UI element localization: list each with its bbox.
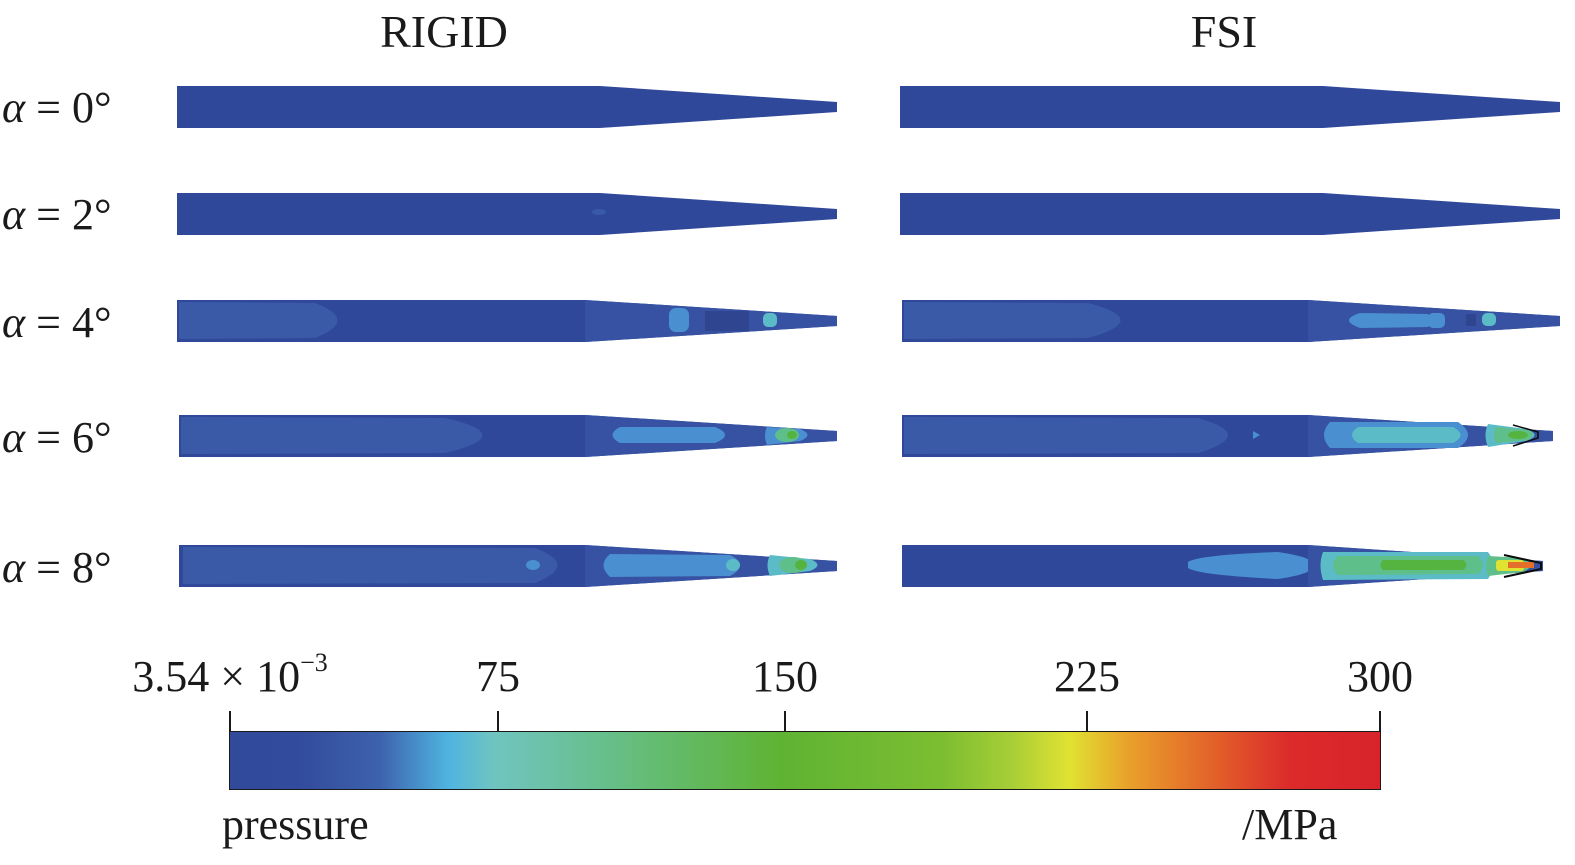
- fsi-blade-alpha-0: [900, 86, 1560, 128]
- angle-value: 8°: [71, 543, 112, 592]
- alpha-symbol: α: [2, 298, 26, 347]
- equals-sign: =: [36, 543, 61, 592]
- alpha-symbol: α: [2, 83, 26, 132]
- equals-sign: =: [36, 83, 61, 132]
- colorbar-tick-label-300: 300: [1347, 652, 1413, 701]
- pressure-colorbar: [229, 731, 1381, 790]
- equals-sign: =: [36, 298, 61, 347]
- rigid-blade-alpha-8: [179, 545, 837, 587]
- colorbar-unit-label: /MPa: [1242, 800, 1338, 849]
- colorbar-tick-mark: [1086, 711, 1088, 733]
- row-label-alpha-8: α = 8°: [2, 543, 112, 593]
- tick-label-exponent: −3: [300, 648, 328, 677]
- rigid-blade-alpha-0: [177, 86, 837, 128]
- row-label-alpha-0: α = 0°: [2, 83, 112, 133]
- equals-sign: =: [36, 413, 61, 462]
- fsi-blade-alpha-4: [902, 300, 1560, 342]
- angle-value: 4°: [71, 298, 112, 347]
- row-label-alpha-4: α = 4°: [2, 298, 112, 348]
- angle-value: 2°: [71, 190, 112, 239]
- angle-value: 0°: [71, 83, 112, 132]
- colorbar-tick-mark: [1379, 711, 1381, 733]
- fsi-blade-alpha-2: [900, 193, 1560, 235]
- colorbar-quantity-label: pressure: [222, 800, 369, 849]
- fsi-blade-alpha-8: [902, 545, 1543, 587]
- angle-value: 6°: [71, 413, 112, 462]
- colorbar-tick-mark: [784, 711, 786, 733]
- colorbar-tick-label-75: 75: [476, 652, 520, 701]
- colorbar-tick-label-min: 3.54 × 10−3: [132, 650, 328, 702]
- alpha-symbol: α: [2, 190, 26, 239]
- alpha-symbol: α: [2, 413, 26, 462]
- rigid-blade-alpha-2: [177, 193, 837, 235]
- equals-sign: =: [36, 190, 61, 239]
- row-label-alpha-2: α = 2°: [2, 190, 112, 240]
- column-title-rigid: RIGID: [380, 6, 508, 57]
- colorbar-tick-label-225: 225: [1054, 652, 1120, 701]
- fsi-blade-alpha-6: [902, 415, 1553, 457]
- row-label-alpha-6: α = 6°: [2, 413, 112, 463]
- tick-label-main: 3.54 × 10: [132, 652, 301, 701]
- colorbar-tick-mark: [229, 711, 231, 733]
- colorbar-tick-mark: [497, 711, 499, 733]
- alpha-symbol: α: [2, 543, 26, 592]
- column-title-fsi: FSI: [1190, 6, 1258, 57]
- colorbar-tick-label-150: 150: [752, 652, 818, 701]
- rigid-blade-alpha-4: [177, 300, 837, 342]
- rigid-blade-alpha-6: [179, 415, 837, 457]
